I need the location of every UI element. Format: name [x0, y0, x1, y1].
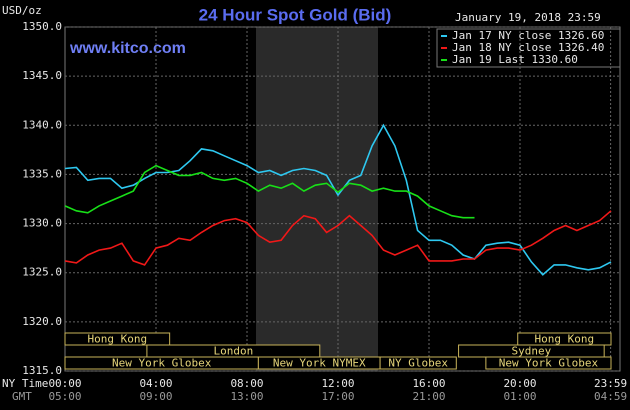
y-tick-label: 1325.0: [22, 266, 62, 279]
session-label: Hong Kong: [88, 333, 148, 346]
x-tick-label: 04:59: [594, 390, 627, 403]
session-label: Sydney: [512, 345, 552, 358]
x-tick-label: 20:00: [503, 377, 536, 390]
session-label: Hong Kong: [535, 333, 595, 346]
date: January 19, 2018 23:59: [455, 11, 601, 24]
series-line: [64, 210, 612, 266]
x-tick-label: 16:00: [412, 377, 445, 390]
ny-session-shade: [256, 27, 378, 371]
y-tick-label: 1315.0: [22, 364, 62, 377]
session-box: [379, 356, 457, 370]
series-line: [64, 123, 612, 276]
x-tick-label: 17:00: [321, 390, 354, 403]
x-tick-label: 08:00: [230, 377, 263, 390]
y-tick-label: 1320.0: [22, 315, 62, 328]
y-tick-label: 1345.0: [22, 69, 62, 82]
x-row-label: GMT: [12, 390, 32, 403]
chart-title: 24 Hour Spot Gold (Bid): [199, 5, 392, 24]
y-tick-label: 1335.0: [22, 167, 62, 180]
y-tick-label: 1340.0: [22, 118, 62, 131]
session-label: London: [213, 345, 253, 358]
watermark: www.kitco.com: [69, 40, 186, 57]
x-tick-label: 21:00: [412, 390, 445, 403]
x-row-label: NY Time: [2, 377, 48, 390]
legend-label: Jan 17 NY close 1326.60: [452, 29, 604, 42]
session-box: [485, 356, 612, 370]
legend-label: Jan 19 Last 1330.60: [452, 53, 578, 66]
session-label: NY Globex: [388, 357, 448, 370]
series-line: [64, 164, 475, 219]
x-tick-label: 04:00: [139, 377, 172, 390]
y-axis-label: USD/oz: [2, 4, 42, 17]
x-tick-label: 13:00: [230, 390, 263, 403]
x-tick-label: 12:00: [321, 377, 354, 390]
session-box: [64, 332, 171, 346]
legend-label: Jan 18 NY close 1326.40: [452, 41, 604, 54]
y-tick-label: 1350.0: [22, 20, 62, 33]
x-tick-label: 01:00: [503, 390, 536, 403]
session-label: New York Globex: [499, 357, 599, 370]
session-label: New York NYMEX: [273, 357, 366, 370]
session-label: New York Globex: [112, 357, 212, 370]
legend: [436, 28, 621, 68]
x-tick-label: 09:00: [139, 390, 172, 403]
x-tick-label: 00:00: [48, 377, 81, 390]
y-tick-label: 1330.0: [22, 217, 62, 230]
x-tick-label: 05:00: [48, 390, 81, 403]
x-tick-label: 23:59: [594, 377, 627, 390]
